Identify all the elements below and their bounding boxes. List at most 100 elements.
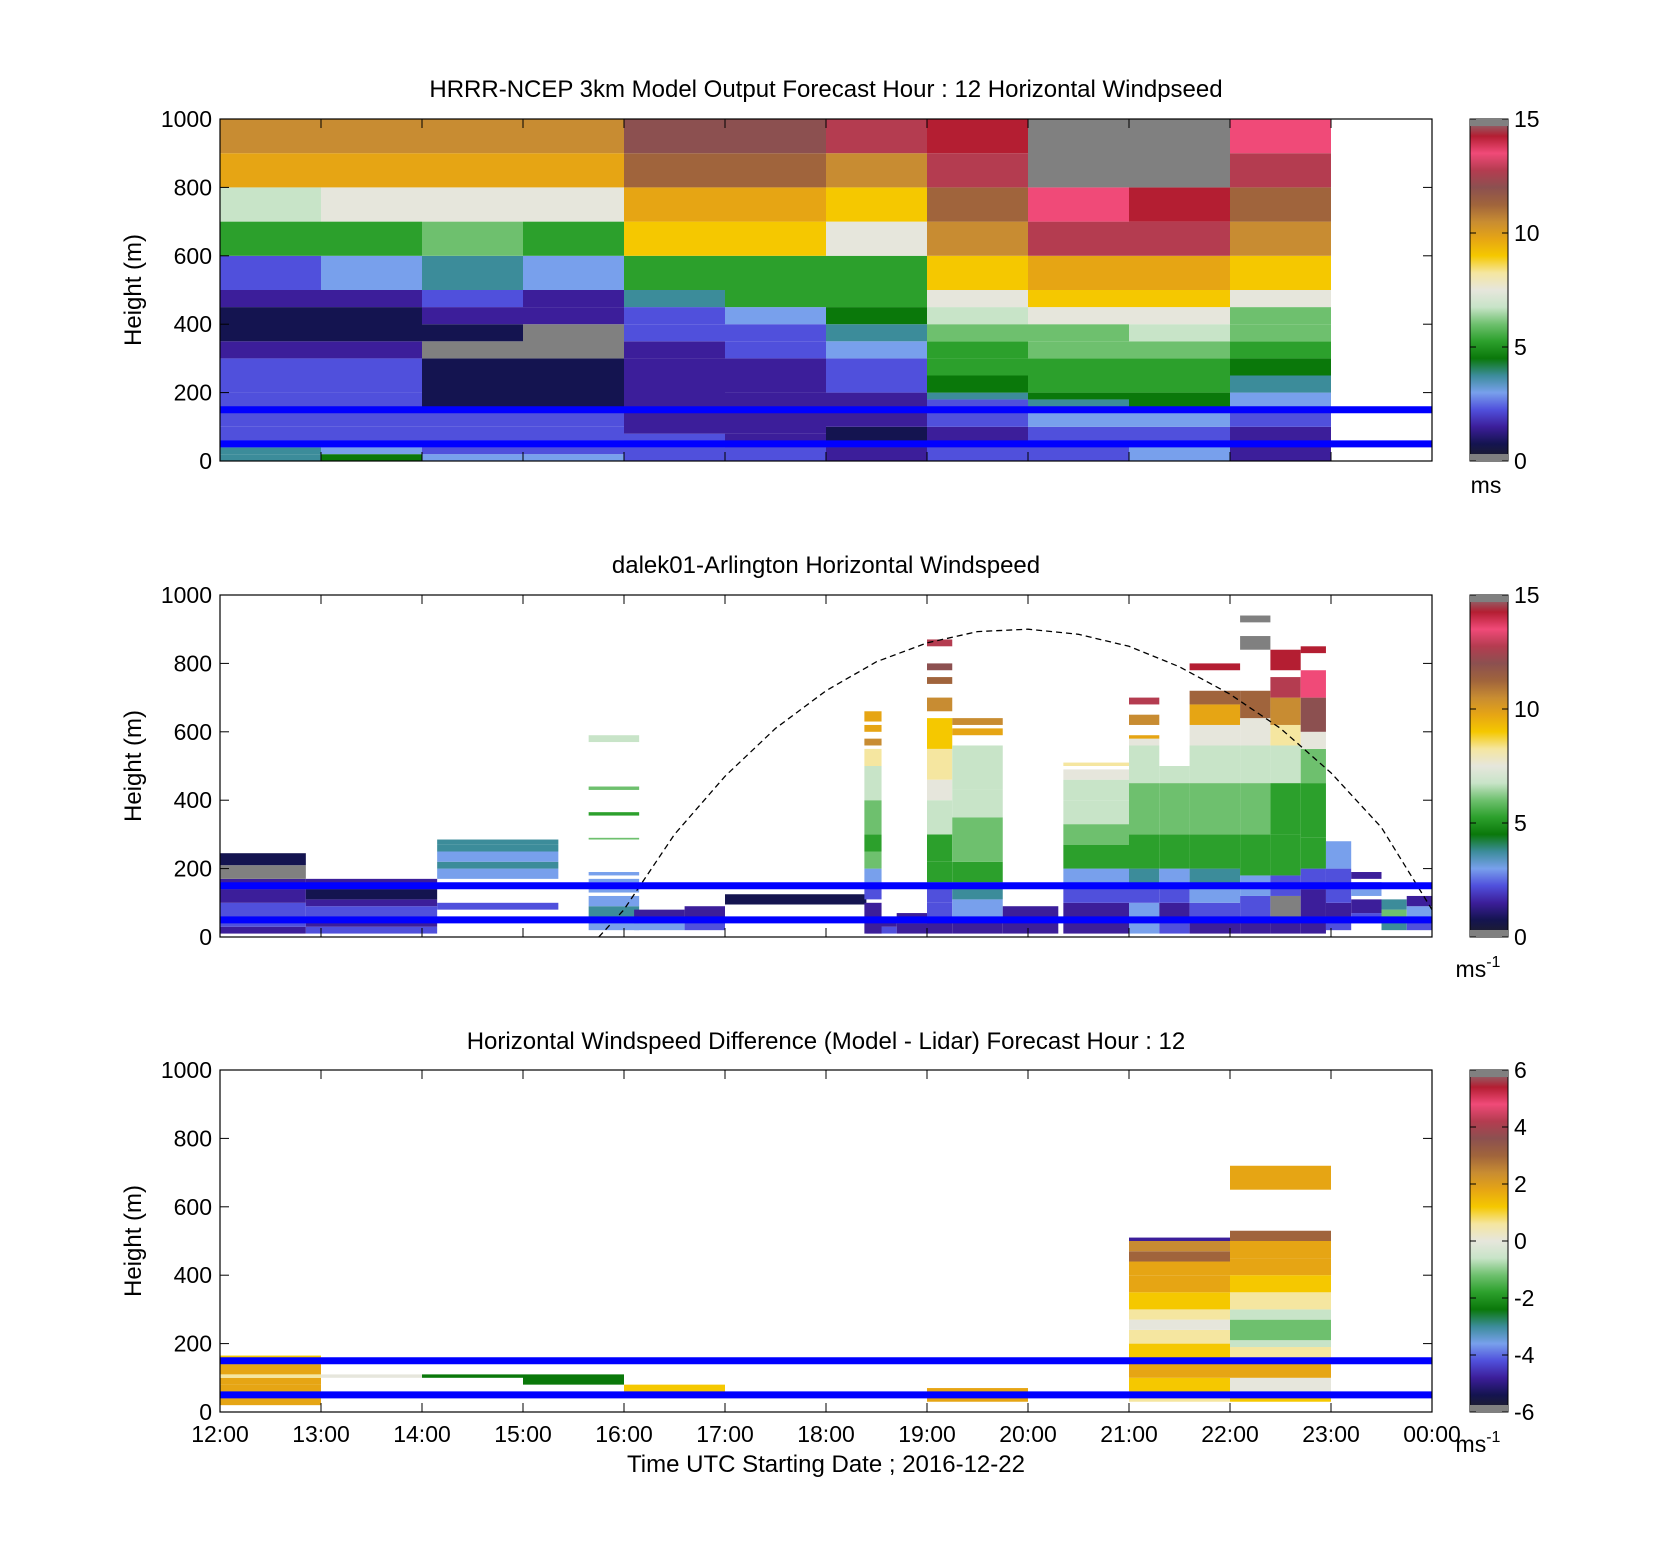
heatmap-cell xyxy=(220,454,321,461)
heatmap-cell xyxy=(588,889,640,893)
heatmap-cell xyxy=(1240,718,1271,746)
heatmap-cell xyxy=(864,851,882,869)
heatmap-cell xyxy=(927,800,953,835)
x-tick-label: 22:00 xyxy=(1201,1421,1259,1447)
x-tick-label: 14:00 xyxy=(393,1421,451,1447)
heatmap-cell xyxy=(1028,341,1129,359)
heatmap-cell xyxy=(437,868,559,879)
heatmap-cell xyxy=(624,341,725,359)
heatmap-cell xyxy=(1189,663,1241,671)
colorbar-unit: ms xyxy=(1471,472,1502,498)
heatmap-cell xyxy=(1028,187,1129,222)
x-tick-label: 00:00 xyxy=(1403,1421,1461,1447)
heatmap-cell xyxy=(826,375,927,393)
heatmap-cell xyxy=(321,221,422,256)
heatmap-cell xyxy=(1129,1377,1230,1392)
heatmap-cell xyxy=(321,1374,422,1378)
heatmap-cell xyxy=(588,878,640,883)
heatmap-cell xyxy=(220,926,306,934)
heatmap-cell xyxy=(1129,1237,1230,1241)
heatmap-cell xyxy=(1300,731,1326,749)
heatmap-cell xyxy=(523,1374,624,1385)
heatmap-cell xyxy=(1300,646,1326,654)
heatmap-cell xyxy=(1270,895,1301,917)
heatmap-cell xyxy=(422,255,523,290)
colorbar-tick-label: 0 xyxy=(1514,1228,1527,1254)
x-axis-label: Time UTC Starting Date ; 2016-12-22 xyxy=(627,1451,1025,1478)
colorbar-cap xyxy=(1470,1070,1508,1077)
heatmap-cell xyxy=(624,1384,725,1392)
heatmap-cell xyxy=(1381,919,1407,931)
heatmap-cell xyxy=(1129,119,1230,188)
heatmap-cell xyxy=(1381,899,1407,910)
heatmap-cell xyxy=(1129,738,1160,746)
heatmap-cell xyxy=(220,187,321,222)
heatmap-cell xyxy=(1189,902,1241,920)
heatmap-cell xyxy=(1063,885,1129,903)
heatmap-cell xyxy=(927,221,1028,256)
heatmap-cell xyxy=(927,358,1028,376)
x-tick-label: 20:00 xyxy=(999,1421,1057,1447)
heatmap-cell xyxy=(864,738,882,746)
heatmap-cell xyxy=(523,324,624,359)
heatmap-cell xyxy=(1230,255,1331,290)
heatmap-cell xyxy=(927,409,1028,427)
heatmap-cell xyxy=(1230,426,1331,444)
heatmap-cell xyxy=(927,399,1028,410)
colorbar-tick-label: 2 xyxy=(1514,1171,1527,1197)
heatmap-cell xyxy=(1063,762,1129,766)
heatmap-cell xyxy=(1270,697,1301,725)
heatmap-cell xyxy=(1230,1165,1331,1190)
heatmap-cell xyxy=(321,119,422,154)
heatmap-cell xyxy=(422,358,523,410)
heatmap-cell xyxy=(588,786,640,790)
heatmap-cell xyxy=(1230,1275,1331,1293)
heatmap-cell xyxy=(1230,409,1331,427)
heatmap-cell xyxy=(624,324,725,342)
heatmap-cell xyxy=(1230,1377,1331,1392)
heatmap-cell xyxy=(864,868,882,883)
heatmap-cell xyxy=(826,119,927,154)
heatmap-cell xyxy=(725,119,826,154)
heatmap-cell xyxy=(725,221,826,256)
y-tick-label: 400 xyxy=(174,311,212,337)
heatmap-cell xyxy=(305,889,438,900)
heatmap-cell xyxy=(422,324,523,342)
heatmap-cell xyxy=(1063,902,1129,920)
heatmap-cell xyxy=(952,861,1003,883)
y-tick-label: 1000 xyxy=(161,106,212,132)
heatmap-cell xyxy=(220,865,306,879)
heatmap-cell xyxy=(624,153,725,188)
heatmap-cell xyxy=(1270,677,1301,698)
heatmap-cell xyxy=(1240,615,1271,623)
heatmap-cells xyxy=(220,1165,1331,1406)
heatmap-cell xyxy=(952,745,1003,790)
heatmap-cell xyxy=(1129,1329,1230,1344)
heatmap-cell xyxy=(523,290,624,308)
heatmap-cell xyxy=(927,697,953,712)
axis-ticks: 0 200 400 600 800 1000 12:00 13:00 14:00 15:00 16:… xyxy=(161,1057,1461,1447)
colorbar-tick-label: 6 xyxy=(1514,1057,1527,1083)
heatmap-cell xyxy=(1129,324,1230,342)
heatmap-cell xyxy=(321,153,422,188)
heatmap-cell xyxy=(1325,885,1352,903)
y-tick-label: 800 xyxy=(174,650,212,676)
heatmap-cell xyxy=(624,447,725,461)
heatmap-cell xyxy=(725,187,826,222)
heatmap-cell xyxy=(1129,375,1230,393)
colorbar-tick-label: 10 xyxy=(1514,220,1540,246)
heatmap-cell xyxy=(1230,187,1331,222)
heatmap-cell xyxy=(1129,885,1160,903)
heatmap-cell xyxy=(725,341,826,359)
heatmap-cell xyxy=(826,409,927,427)
heatmap-cell xyxy=(725,255,826,290)
heatmap-cell xyxy=(321,255,422,290)
heatmap-cell xyxy=(927,341,1028,359)
heatmap-cell xyxy=(220,889,306,903)
heatmap-cell xyxy=(321,426,422,441)
heatmap-cell xyxy=(422,307,523,325)
y-tick-label: 600 xyxy=(174,1194,212,1220)
colorbar-tick-label: 5 xyxy=(1514,334,1527,360)
heatmap-cell xyxy=(1129,1292,1230,1310)
heatmap-cell xyxy=(422,221,523,256)
